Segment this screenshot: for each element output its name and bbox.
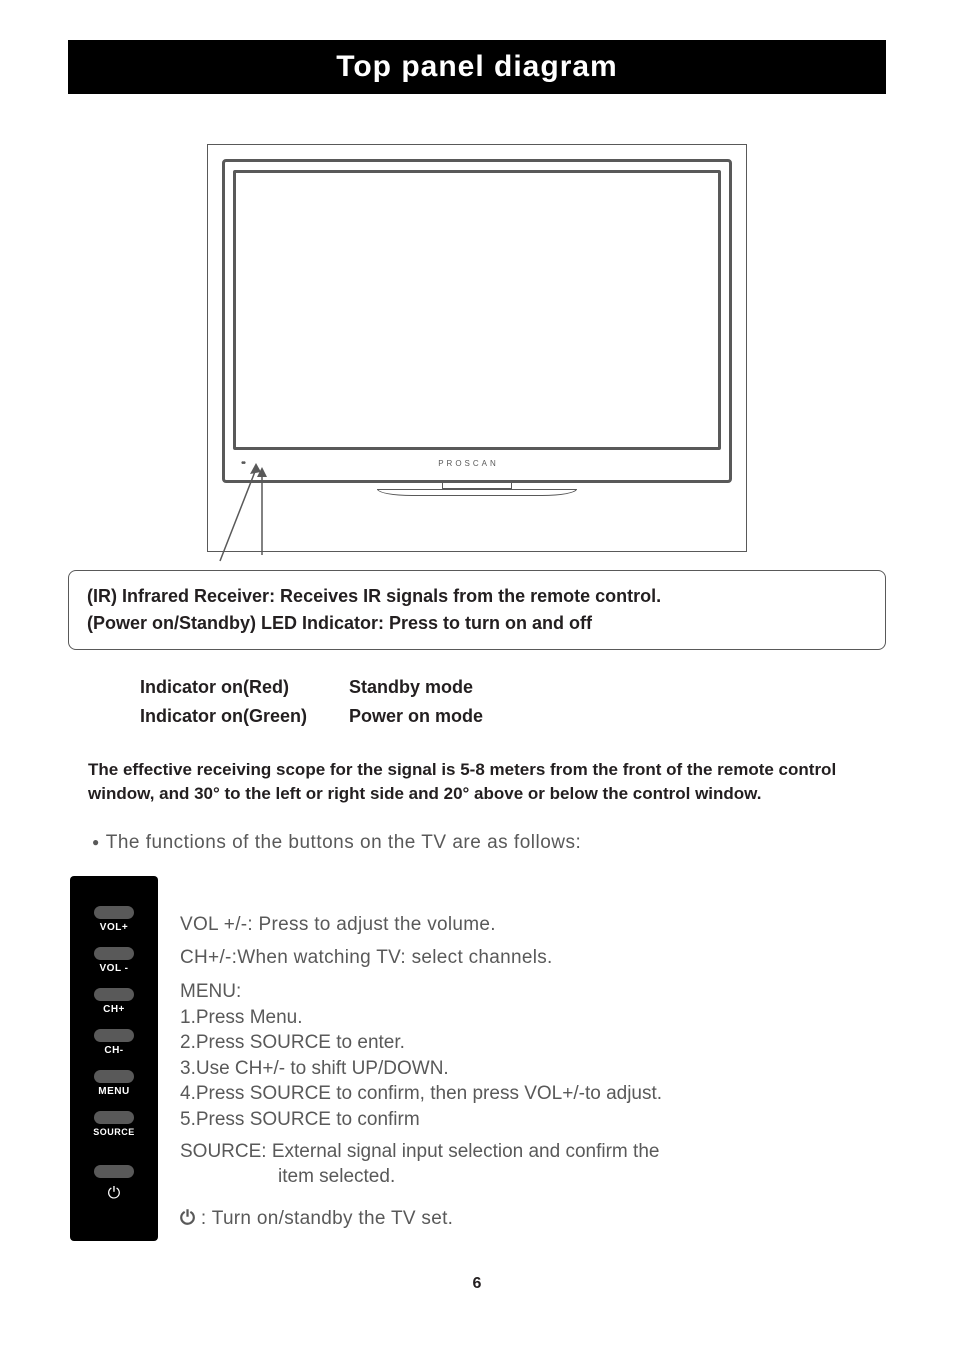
functions-intro: The functions of the buttons on the TV a… xyxy=(92,832,886,854)
menu-step: 1.Press Menu. xyxy=(180,1005,662,1031)
tv-brand: PROSCAN xyxy=(438,459,499,468)
vol-plus-button[interactable]: VOL+ xyxy=(94,906,134,943)
power-button[interactable]: ⏻ xyxy=(94,1165,134,1203)
menu-step: 2.Press SOURCE to enter. xyxy=(180,1030,662,1056)
ch-minus-button[interactable]: CH- xyxy=(94,1029,134,1066)
power-icon: ⏻ xyxy=(108,1185,121,1203)
menu-step: 3.Use CH+/- to shift UP/DOWN. xyxy=(180,1056,662,1082)
menu-step: 5.Press SOURCE to confirm xyxy=(180,1107,662,1133)
power-text: : Turn on/standby the TV set. xyxy=(195,1208,453,1229)
tv-stand xyxy=(372,483,582,501)
ir-callout-line2: (Power on/Standby) LED Indicator: Press … xyxy=(87,610,867,637)
btn-label: SOURCE xyxy=(93,1127,135,1137)
source-button[interactable]: SOURCE xyxy=(93,1111,135,1147)
scope-note: The effective receiving scope for the si… xyxy=(88,758,876,806)
table-row: Indicator on(Red) Standby mode xyxy=(140,674,523,701)
ir-callout-line1: (IR) Infrared Receiver: Receives IR sign… xyxy=(87,583,867,610)
tv-side-panel: VOL+ VOL - CH+ CH- MENU SOURCE ⏻ xyxy=(70,876,158,1241)
ir-callout-box: (IR) Infrared Receiver: Receives IR sign… xyxy=(68,570,886,650)
menu-button[interactable]: MENU xyxy=(94,1070,134,1107)
btn-label: CH+ xyxy=(103,1004,125,1015)
table-row: Indicator on(Green) Power on mode xyxy=(140,703,523,730)
indicator-state: Indicator on(Red) xyxy=(140,674,347,701)
tv-diagram-box: •• PROSCAN xyxy=(207,144,747,552)
vol-desc: VOL +/-: Press to adjust the volume. xyxy=(180,912,662,938)
page-title: Top panel diagram xyxy=(68,40,886,94)
btn-label: MENU xyxy=(98,1086,129,1097)
vol-minus-button[interactable]: VOL - xyxy=(94,947,134,984)
ch-plus-button[interactable]: CH+ xyxy=(94,988,134,1025)
btn-label: VOL - xyxy=(100,963,129,974)
btn-label: VOL+ xyxy=(100,922,128,933)
source-line: SOURCE: External signal input selection … xyxy=(180,1139,662,1165)
menu-step: 4.Press SOURCE to confirm, then press VO… xyxy=(180,1081,662,1107)
power-desc: ⏻ : Turn on/standby the TV set. xyxy=(180,1206,662,1232)
menu-title: MENU: xyxy=(180,979,662,1005)
indicator-mode: Standby mode xyxy=(349,674,523,701)
tv-screen xyxy=(233,170,721,450)
button-descriptions: VOL +/-: Press to adjust the volume. CH+… xyxy=(180,876,662,1240)
indicator-table: Indicator on(Red) Standby mode Indicator… xyxy=(138,672,525,732)
source-desc: SOURCE: External signal input selection … xyxy=(180,1139,662,1190)
btn-label: CH- xyxy=(104,1045,123,1056)
indicator-mode: Power on mode xyxy=(349,703,523,730)
ch-desc: CH+/-:When watching TV: select channels. xyxy=(180,945,662,971)
menu-desc: MENU: 1.Press Menu. 2.Press SOURCE to en… xyxy=(180,979,662,1133)
page-number: 6 xyxy=(68,1275,886,1293)
power-icon: ⏻ xyxy=(180,1208,195,1229)
tv-bezel: •• PROSCAN xyxy=(222,159,732,483)
indicator-state: Indicator on(Green) xyxy=(140,703,347,730)
diag-callout-line xyxy=(226,463,386,573)
source-line: item selected. xyxy=(180,1164,662,1190)
